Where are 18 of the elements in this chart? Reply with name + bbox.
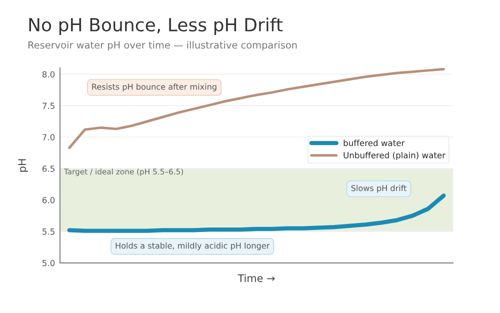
y-tick-label: 6.5 xyxy=(42,166,54,172)
y-tick-label: 5.0 xyxy=(42,260,55,266)
annotation: Slows pH drift xyxy=(351,184,406,193)
y-tick-label: 7.0 xyxy=(42,134,55,140)
line-series xyxy=(68,68,445,150)
legend-label: Unbuffered (plain) water xyxy=(344,152,446,160)
x-axis-title: Time → xyxy=(238,274,275,282)
y-tick-label: 6.0 xyxy=(42,197,55,204)
y-axis-title: pH xyxy=(18,159,28,172)
line-series xyxy=(67,194,446,233)
annotation: Holds a stable, mildly acidic pH longer xyxy=(116,242,270,250)
annotation: Resists pH bounce after mixing xyxy=(92,84,216,92)
chart-title: No pH Bounce, Less pH Drift xyxy=(29,18,283,36)
y-tick-label: 7.5 xyxy=(42,102,54,109)
chart-subtitle: Reservoir water pH over time — illustrative comparison xyxy=(28,41,297,51)
y-tick-label: 5.5 xyxy=(42,228,54,235)
y-tick-label: 8.0 xyxy=(42,71,55,78)
legend-label: buffered water xyxy=(344,140,405,146)
